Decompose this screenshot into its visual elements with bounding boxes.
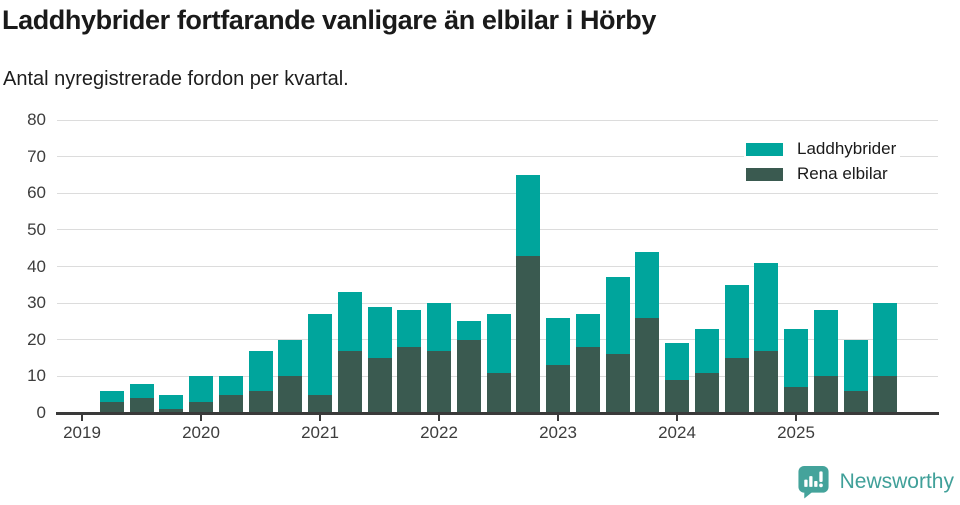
newsworthy-logo-icon	[798, 465, 829, 499]
chart-subtitle: Antal nyregistrerade fordon per kvartal.	[3, 68, 349, 90]
bar-segment-rena-elbilar	[456, 339, 481, 413]
bar-segment-laddhybrider	[694, 328, 719, 373]
bar-segment-rena-elbilar	[843, 391, 868, 413]
bar-segment-laddhybrider	[546, 317, 570, 366]
bar-segment-rena-elbilar	[694, 372, 719, 413]
legend-item-rena-elbilar: Rena elbilar	[744, 162, 901, 186]
bar-segment-rena-elbilar	[605, 354, 630, 413]
bar-segment-laddhybrider	[248, 350, 273, 392]
bar-segment-rena-elbilar	[575, 347, 600, 413]
bar-segment-rena-elbilar	[813, 376, 838, 413]
brand-footer: Newsworthy	[796, 465, 954, 499]
bar-segment-rena-elbilar	[278, 376, 303, 413]
gridline	[57, 229, 938, 231]
legend-swatch-rena-elbilar	[746, 167, 783, 181]
bar-segment-laddhybrider	[754, 262, 779, 351]
bar-segment-rena-elbilar	[724, 358, 749, 413]
bar-segment-rena-elbilar	[635, 317, 660, 413]
x-tick-label: 2023	[539, 423, 577, 442]
bar-segment-laddhybrider	[724, 284, 749, 359]
bar-segment-laddhybrider	[784, 328, 808, 388]
bar-segment-laddhybrider	[397, 310, 422, 348]
gridline	[57, 156, 938, 158]
bar-segment-rena-elbilar	[99, 402, 124, 413]
bar-segment-laddhybrider	[159, 394, 184, 410]
x-tick-label: 2020	[182, 423, 220, 442]
bar-segment-laddhybrider	[99, 391, 124, 402]
bar-segment-laddhybrider	[843, 339, 868, 392]
bar-segment-rena-elbilar	[248, 391, 273, 413]
gridline	[57, 302, 938, 304]
bar-segment-rena-elbilar	[397, 347, 422, 413]
x-tick-label: 2021	[301, 423, 339, 442]
x-tick-label: 2019	[63, 423, 101, 442]
bar-segment-laddhybrider	[337, 292, 362, 351]
bar-segment-laddhybrider	[813, 310, 838, 377]
y-tick-label: 50	[27, 219, 46, 239]
x-axis-tick	[557, 415, 559, 421]
bar-segment-rena-elbilar	[546, 365, 570, 413]
x-axis-tick	[676, 415, 678, 421]
bar-segment-laddhybrider	[635, 251, 660, 318]
y-tick-label: 70	[27, 146, 46, 166]
bar-segment-rena-elbilar	[873, 376, 898, 413]
x-axis-tick	[795, 415, 797, 421]
x-tick-label: 2025	[777, 423, 815, 442]
x-axis-tick	[81, 415, 83, 421]
y-tick-label: 30	[27, 293, 46, 313]
bar-segment-rena-elbilar	[754, 350, 779, 413]
y-tick-label: 80	[27, 110, 46, 129]
bar-segment-rena-elbilar	[486, 372, 511, 413]
bar-segment-laddhybrider	[456, 321, 481, 340]
x-axis-tick	[319, 415, 321, 421]
bar-segment-rena-elbilar	[129, 398, 154, 413]
bar-segment-rena-elbilar	[367, 358, 392, 413]
bar-segment-laddhybrider	[218, 376, 243, 395]
x-tick-label: 2024	[658, 423, 696, 442]
bar-segment-rena-elbilar	[337, 350, 362, 413]
bar-segment-rena-elbilar	[784, 387, 808, 413]
y-tick-label: 60	[27, 183, 46, 203]
bar-segment-laddhybrider	[605, 277, 630, 355]
bar-segment-laddhybrider	[575, 314, 600, 348]
bar-segment-laddhybrider	[278, 339, 303, 377]
legend-swatch-laddhybrider	[746, 142, 783, 156]
bar-segment-laddhybrider	[873, 303, 898, 377]
bar-segment-rena-elbilar	[516, 255, 541, 413]
bar-segment-laddhybrider	[486, 314, 511, 373]
x-axis-tick	[438, 415, 440, 421]
bar-segment-laddhybrider	[427, 303, 451, 351]
bar-segment-laddhybrider	[308, 314, 332, 395]
bar-segment-laddhybrider	[129, 383, 154, 399]
y-tick-label: 20	[27, 329, 46, 349]
gridline	[57, 192, 938, 194]
brand-name: Newsworthy	[839, 470, 954, 493]
x-axis-line	[56, 412, 939, 415]
gridline	[57, 119, 938, 121]
legend-label-rena-elbilar: Rena elbilar	[797, 164, 888, 183]
bar-segment-rena-elbilar	[308, 394, 332, 413]
chart-title: Laddhybrider fortfarande vanligare än el…	[2, 5, 656, 35]
x-tick-label: 2022	[420, 423, 458, 442]
bar-segment-laddhybrider	[665, 343, 689, 381]
bar-segment-laddhybrider	[367, 306, 392, 359]
bar-segment-rena-elbilar	[159, 409, 184, 413]
y-tick-label: 40	[27, 256, 46, 276]
bar-segment-rena-elbilar	[665, 380, 689, 413]
bar-segment-laddhybrider	[189, 376, 213, 402]
x-axis-tick	[200, 415, 202, 421]
y-tick-label: 10	[27, 366, 46, 386]
gridline	[57, 266, 938, 267]
bar-segment-rena-elbilar	[427, 350, 451, 413]
bar-segment-rena-elbilar	[189, 402, 213, 413]
legend-item-laddhybrider: Laddhybrider	[744, 137, 901, 161]
legend-label-laddhybrider: Laddhybrider	[797, 139, 897, 158]
bar-segment-rena-elbilar	[218, 394, 243, 413]
bar-segment-laddhybrider	[516, 174, 541, 256]
legend: Laddhybrider Rena elbilar	[744, 137, 901, 187]
y-tick-label: 0	[36, 403, 46, 422]
